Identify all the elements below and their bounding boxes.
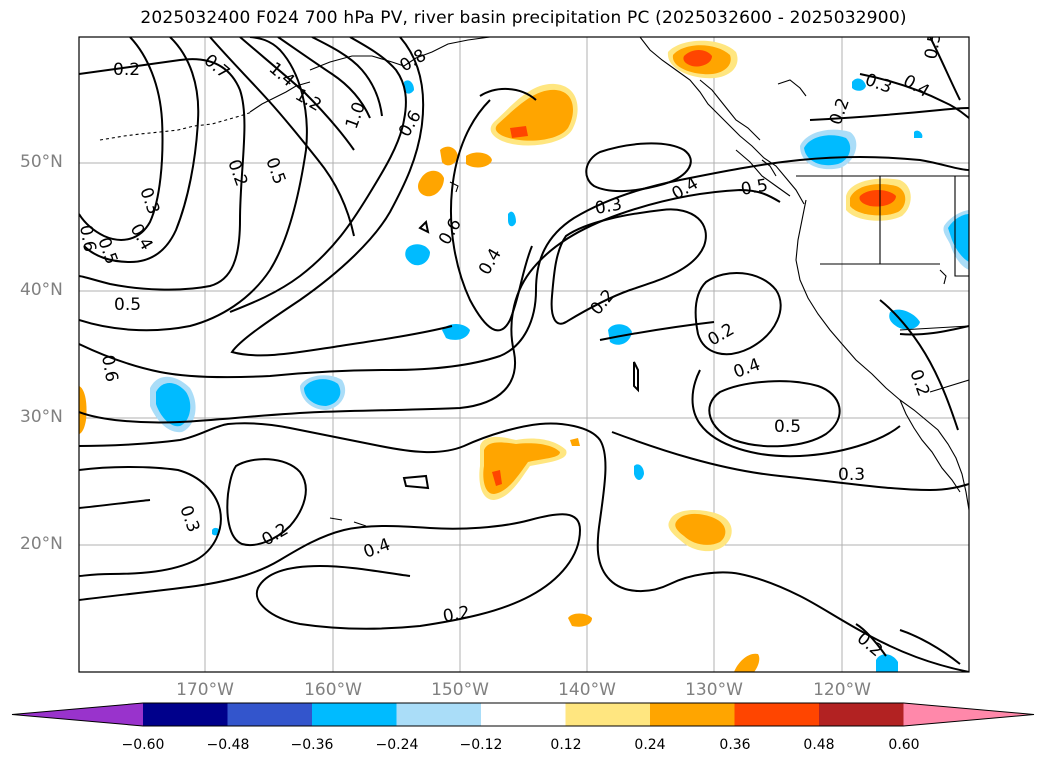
contour-label: 0.3 [593,195,623,219]
colorbar-tick-label: 0.24 [634,737,666,753]
contour-label: 0.6 [97,353,121,383]
lon-label: 160°W [304,680,362,700]
contour-label: 0.6 [75,223,99,253]
contour-label: 0.5 [114,295,141,315]
contour-label: 0.5 [739,176,769,200]
contour-label: 0.2 [113,60,140,80]
colorbar-extension-min [12,703,143,726]
colorbar-swatch [143,703,228,726]
contour-label: 0.2 [441,603,471,627]
colorbar-swatch [396,703,482,726]
contour-label: 0.5 [774,417,801,437]
colorbar-swatch [819,703,904,726]
lat-label: 40°N [20,280,63,300]
map-title: 2025032400 F024 700 hPa PV, river basin … [140,8,907,28]
colorbar-tick-label: 0.36 [719,737,751,753]
colorbar-tick-label: 0.60 [888,737,920,753]
contour-label: 0.5 [921,31,945,61]
lon-label: 120°W [813,680,871,700]
colorbar-swatch [650,703,735,726]
lon-label: 140°W [558,680,616,700]
lon-label: 170°W [176,680,234,700]
colorbar-swatch [227,703,313,726]
lat-label: 30°N [20,407,63,427]
colorbar-swatch [565,703,651,726]
colorbar-tick-label: 0.12 [550,737,582,753]
colorbar [11,702,1035,727]
colorbar-tick-label: 0.48 [803,737,835,753]
colorbar-tick-label: −0.60 [121,737,165,753]
lon-label: 150°W [431,680,489,700]
colorbar-extension-max [903,703,1034,726]
colorbar-tick-label: −0.48 [206,737,250,753]
colorbar-outline [11,702,1035,727]
colorbar-swatch [481,703,566,726]
pv-contours [79,37,969,672]
lat-label: 20°N [20,534,63,554]
colorbar-tick-label: −0.36 [290,737,334,753]
lon-label: 130°W [685,680,743,700]
coastlines [99,37,969,527]
colorbar-swatch [734,703,820,726]
colorbar-tick-label: −0.24 [375,737,419,753]
lat-label: 50°N [20,152,63,172]
plot-frame [78,36,970,673]
colorbar-swatch [312,703,397,726]
contour-label: 0.3 [838,465,865,485]
colorbar-tick-label: −0.12 [459,737,503,753]
